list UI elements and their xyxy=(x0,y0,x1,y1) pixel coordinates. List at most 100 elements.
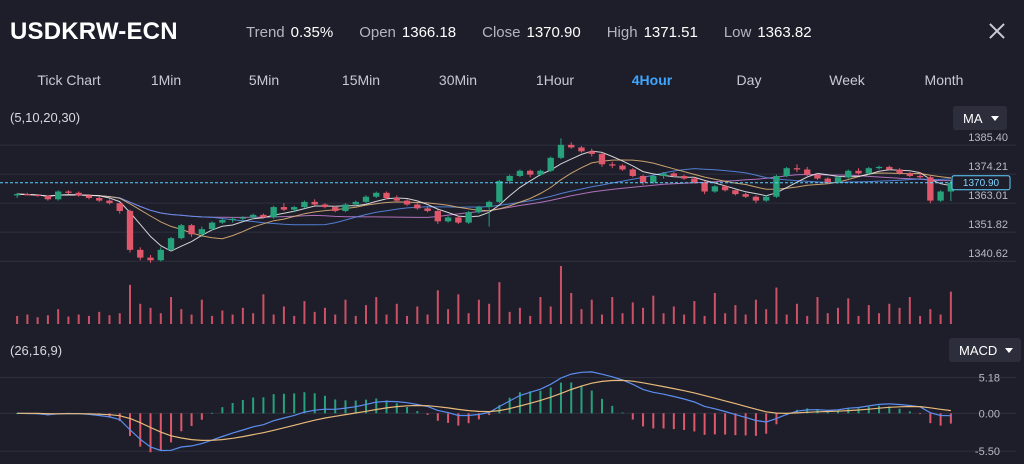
main-indicator-dropdown[interactable]: MA xyxy=(953,106,1007,130)
tab-tick-chart[interactable]: Tick Chart xyxy=(37,72,101,88)
volume-bar xyxy=(57,309,60,324)
candle-body xyxy=(434,210,442,222)
macd-histogram-bar xyxy=(170,413,173,443)
macd-histogram-bar xyxy=(477,413,480,420)
tab-month[interactable]: Month xyxy=(924,72,964,88)
volume-bar xyxy=(426,314,429,324)
tab-15min[interactable]: 15Min xyxy=(341,72,381,88)
volume-bar xyxy=(159,313,162,324)
candle-body xyxy=(742,194,749,197)
candle-body xyxy=(311,201,318,205)
candle-body xyxy=(85,195,93,198)
volume-bar xyxy=(837,307,839,324)
volume-bar xyxy=(642,307,645,324)
tab-5min[interactable]: 5Min xyxy=(248,72,280,88)
tab-day[interactable]: Day xyxy=(736,72,762,88)
main-indicator-value: MA xyxy=(963,110,983,126)
sub-indicator-dropdown[interactable]: MACD xyxy=(949,338,1022,362)
volume-bar xyxy=(713,292,716,324)
volume-bar xyxy=(252,313,255,324)
tab-1hour[interactable]: 1Hour xyxy=(535,72,575,88)
candle-body xyxy=(496,181,503,202)
sub-indicator-value: MACD xyxy=(959,342,998,358)
macd-histogram-bar xyxy=(457,413,460,426)
candle-body xyxy=(44,195,52,200)
candle-body xyxy=(650,175,657,183)
macd-histogram-bar xyxy=(765,413,768,434)
volume-bar xyxy=(170,297,173,324)
tab-1min[interactable]: 1Min xyxy=(150,72,182,88)
candle-body xyxy=(629,169,636,176)
stat-low: Low 1363.82 xyxy=(724,24,812,41)
candle-body xyxy=(855,170,862,174)
candle-body xyxy=(208,222,216,230)
candle-body xyxy=(301,201,308,208)
macd-histogram-bar xyxy=(313,393,316,414)
volume-bar xyxy=(457,294,460,324)
volume-bar xyxy=(108,315,111,324)
macd-histogram-bar xyxy=(498,405,501,414)
chart-header: USDKRW-ECN Trend 0.35% Open 1366.18 Close 1… xyxy=(0,0,1024,64)
volume-bar xyxy=(334,314,337,324)
macd-histogram-bar xyxy=(662,413,665,429)
price-tick-label: 1385.40 xyxy=(968,132,1008,144)
candle-body xyxy=(106,200,113,204)
tab-4hour[interactable]: 4Hour xyxy=(631,72,673,88)
ma-params-label: (5,10,20,30) xyxy=(10,110,81,125)
candle-body xyxy=(639,175,647,183)
price-tick-label: 1340.62 xyxy=(968,248,1008,260)
volume-bar xyxy=(518,307,521,324)
volume-bar xyxy=(313,311,316,324)
volume-bar xyxy=(375,297,378,324)
volume-bar xyxy=(611,297,614,324)
candle-body xyxy=(886,166,893,170)
stat-label: High xyxy=(606,24,638,41)
volume-bar xyxy=(785,314,788,324)
volume-bar xyxy=(693,301,696,324)
volume-bar xyxy=(282,306,285,324)
volume-bar xyxy=(734,305,737,324)
volume-bar xyxy=(118,313,121,324)
candle-body xyxy=(465,212,472,223)
macd-histogram-bar xyxy=(180,413,183,432)
stat-label: Trend xyxy=(246,24,285,41)
tab-week[interactable]: Week xyxy=(829,72,865,88)
candle-body xyxy=(393,198,400,201)
candle-body xyxy=(875,166,883,169)
macd-histogram-bar xyxy=(713,413,716,435)
macd-histogram-bar xyxy=(221,407,224,414)
candle-body xyxy=(403,200,411,205)
macd-histogram-bar xyxy=(549,387,552,414)
candle-body xyxy=(485,201,493,208)
candle-body xyxy=(270,207,277,218)
volume-bar xyxy=(98,311,101,324)
volume-bar xyxy=(477,299,480,324)
macd-histogram-bar xyxy=(241,400,244,414)
volume-bar xyxy=(447,309,450,324)
candle-body xyxy=(475,207,483,213)
macd-params-label: (26,16,9) xyxy=(10,343,63,358)
chevron-down-icon xyxy=(1005,347,1014,353)
candle-body xyxy=(126,210,134,250)
volume-bar xyxy=(847,298,850,324)
volume-bar xyxy=(683,314,686,324)
volume-bar xyxy=(395,303,398,324)
macd-histogram-bar xyxy=(929,413,932,424)
candle-body xyxy=(711,186,719,192)
candle-body xyxy=(219,220,226,223)
candle-body xyxy=(373,192,380,197)
candle-body xyxy=(424,208,431,211)
macd-histogram-bar xyxy=(826,411,829,414)
candle-body xyxy=(937,191,944,201)
macd-histogram-bar xyxy=(334,399,337,414)
candle-body xyxy=(526,170,534,175)
macd-histogram-bar xyxy=(518,392,521,414)
volume-bar xyxy=(570,292,573,324)
candle-body xyxy=(383,192,390,198)
candle-body xyxy=(280,207,288,210)
volume-bar xyxy=(467,313,470,324)
macd-histogram-bar xyxy=(375,398,378,414)
tab-30min[interactable]: 30Min xyxy=(438,72,478,88)
candle-body xyxy=(537,170,544,175)
